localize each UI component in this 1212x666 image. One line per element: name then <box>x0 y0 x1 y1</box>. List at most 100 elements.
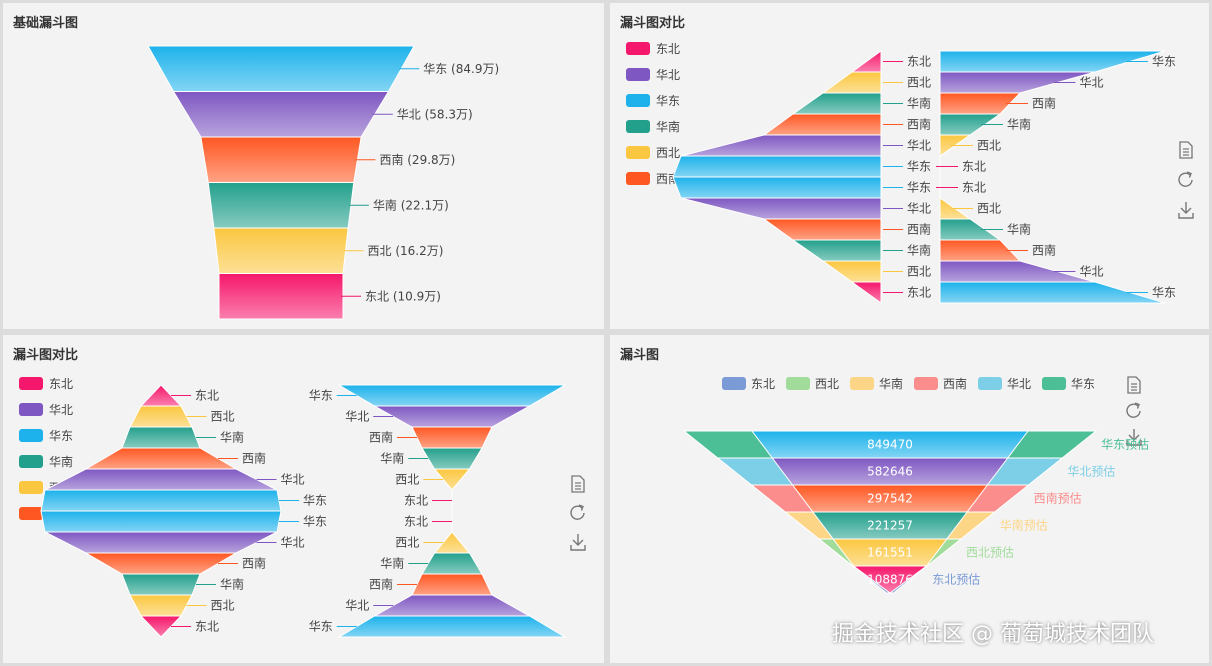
right-bottom-华东[interactable] <box>939 281 1166 304</box>
actual-value-label: 221257 <box>867 519 913 533</box>
funnel-东北-label: 东北 (10.9万) <box>365 289 441 303</box>
left-bottom-华北[interactable] <box>680 197 882 220</box>
legend-swatch[interactable] <box>626 94 650 107</box>
forecast-label: 华南预估 <box>1000 518 1048 533</box>
legend-item[interactable]: 西北 <box>656 146 680 160</box>
legend-swatch[interactable] <box>626 42 650 55</box>
restore-icon[interactable] <box>1178 171 1193 187</box>
legend-swatch[interactable] <box>19 455 43 468</box>
legend-item[interactable]: 华南 <box>879 376 903 391</box>
funnel-segment-华北[interactable] <box>172 91 390 138</box>
hourglass-top-东北-label: 东北 <box>404 494 428 508</box>
legend-item[interactable]: 华北 <box>656 68 680 82</box>
hourglass-bottom-华东-label: 华东 <box>309 620 333 634</box>
hourglass-bottom-西南[interactable] <box>411 573 493 596</box>
left-bottom-东北[interactable] <box>850 281 882 304</box>
legend-item[interactable]: 西北 <box>815 377 839 391</box>
legend-swatch[interactable] <box>626 68 650 81</box>
hourglass-top-西南[interactable] <box>411 426 493 449</box>
funnel-segment-西南[interactable] <box>200 136 362 183</box>
legend-swatch[interactable] <box>626 146 650 159</box>
hourglass-bottom-华北-label: 华北 <box>345 599 369 613</box>
hourglass-top-华南[interactable] <box>421 447 483 470</box>
hourglass-bottom-华东[interactable] <box>337 615 567 638</box>
hourglass-bottom-西北-label: 西北 <box>395 536 419 550</box>
funnel-compare-panel-1: 漏斗图对比 东北 华北 华东 华南 西北 西南 东北 西北 华南 西南 华北 华东 华东 华北 西南 华南 西北… <box>610 3 1209 329</box>
data-view-icon[interactable] <box>1127 376 1141 394</box>
legend-swatch[interactable] <box>626 120 650 133</box>
left-bottom-西南[interactable] <box>762 218 882 241</box>
left-top-华东[interactable] <box>672 155 882 178</box>
hourglass-bottom-华北[interactable] <box>372 594 532 617</box>
legend-item[interactable]: 东北 <box>751 377 775 391</box>
diamond-top-华北[interactable] <box>44 468 278 491</box>
diamond-top-西北[interactable] <box>129 405 193 428</box>
legend-swatch[interactable] <box>914 377 938 390</box>
save-image-icon[interactable] <box>1178 202 1194 219</box>
legend-swatch[interactable] <box>1042 377 1066 390</box>
actual-value-label: 582646 <box>867 465 913 479</box>
hourglass-bottom-华南[interactable] <box>421 552 483 575</box>
legend-item[interactable]: 华北 <box>1007 377 1031 391</box>
legend-item[interactable]: 华南 <box>49 454 73 469</box>
left-top-东北[interactable] <box>850 50 882 73</box>
legend-item[interactable]: 东北 <box>656 42 680 56</box>
diamond-bottom-华东[interactable] <box>40 510 282 533</box>
hourglass-top-华东[interactable] <box>337 384 567 407</box>
left-bottom-东北-label: 东北 <box>907 286 931 300</box>
legend-item[interactable]: 华东 <box>656 94 680 108</box>
legend-item[interactable]: 华北 <box>49 403 73 417</box>
left-bottom-西北[interactable] <box>821 260 882 283</box>
left-bottom-华东[interactable] <box>672 176 882 199</box>
funnel-segment-华东[interactable] <box>147 45 415 92</box>
left-bottom-华南[interactable] <box>791 239 882 262</box>
funnel-segment-华南[interactable] <box>207 182 355 229</box>
legend-swatch[interactable] <box>19 429 43 442</box>
diamond-bottom-西北[interactable] <box>129 594 193 617</box>
legend-item[interactable]: 华南 <box>656 119 680 134</box>
diamond-bottom-华南[interactable] <box>121 573 201 596</box>
actual-segment-东北[interactable] <box>851 565 929 594</box>
left-top-华北[interactable] <box>680 134 882 157</box>
left-top-华北-label: 华北 <box>907 139 931 153</box>
diamond-bottom-西北-label: 西北 <box>211 599 235 613</box>
left-bottom-华北-label: 华北 <box>907 202 931 216</box>
left-top-华南[interactable] <box>791 92 882 115</box>
diamond-top-华东[interactable] <box>40 489 282 512</box>
funnel-西北-label: 西北 (16.2万) <box>368 244 444 258</box>
legend-item[interactable]: 东北 <box>49 377 73 391</box>
funnel-segment-东北[interactable] <box>218 273 344 320</box>
data-view-icon[interactable] <box>1179 141 1193 159</box>
legend-item[interactable]: 西南 <box>943 376 967 391</box>
diamond-bottom-西南[interactable] <box>84 552 238 575</box>
right-bottom-华北-label: 华北 <box>1080 265 1104 279</box>
legend-swatch[interactable] <box>850 377 874 390</box>
legend-item[interactable]: 华东 <box>1071 377 1095 391</box>
legend-swatch[interactable] <box>722 377 746 390</box>
diamond-bottom-华北[interactable] <box>44 531 278 554</box>
diamond-top-西南[interactable] <box>84 447 238 470</box>
save-image-icon[interactable] <box>1126 429 1142 446</box>
funnel-compare-chart-1: 东北华北华东华南西北西南东北西北华南西南华北华东华东华北西南华南西北东北华东华北… <box>626 42 1194 304</box>
hourglass-top-华北[interactable] <box>372 405 532 428</box>
hourglass-bottom-东北-label: 东北 <box>404 515 428 529</box>
data-view-icon[interactable] <box>571 475 585 493</box>
left-top-西北[interactable] <box>821 71 882 94</box>
legend-swatch[interactable] <box>626 172 650 185</box>
legend-swatch[interactable] <box>19 507 43 520</box>
restore-icon[interactable] <box>570 504 585 520</box>
legend-swatch[interactable] <box>19 481 43 494</box>
diamond-top-华南[interactable] <box>121 426 201 449</box>
actual-value-label: 108876 <box>867 573 913 587</box>
save-image-icon[interactable] <box>570 534 586 551</box>
diamond-bottom-华北-label: 华北 <box>281 536 305 550</box>
legend-swatch[interactable] <box>19 377 43 390</box>
legend-swatch[interactable] <box>786 377 810 390</box>
legend-swatch[interactable] <box>19 403 43 416</box>
legend-swatch[interactable] <box>978 377 1002 390</box>
restore-icon[interactable] <box>1126 402 1141 418</box>
funnel-segment-西北[interactable] <box>213 227 349 274</box>
forecast-funnel-panel: 漏斗图 东北 西北 华南 西南 华北 华东 华东预估 华北预估 西南预估 华南预估 西北预估 东北预估… <box>610 335 1209 663</box>
legend-item[interactable]: 华东 <box>49 429 73 443</box>
left-top-西南[interactable] <box>762 113 882 136</box>
